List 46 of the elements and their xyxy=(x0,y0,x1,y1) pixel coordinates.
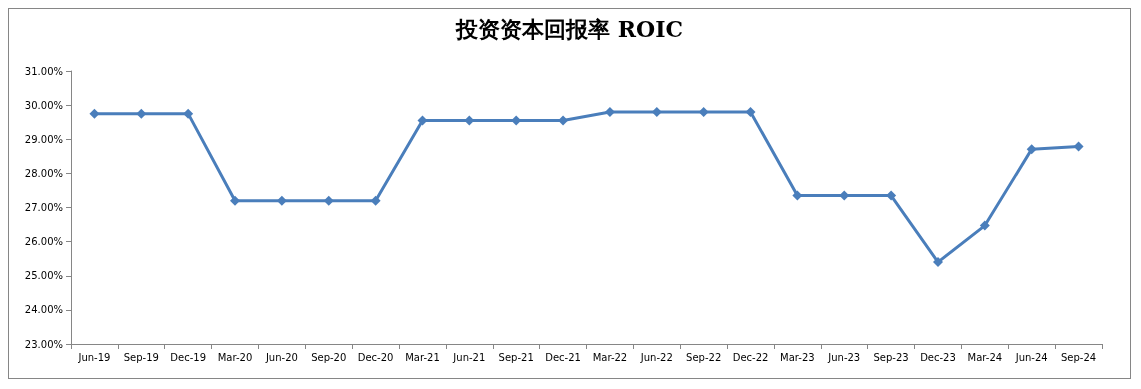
y-tick-label: 24.00% xyxy=(24,304,63,316)
point xyxy=(558,115,569,126)
point xyxy=(745,106,756,117)
x-tick-label: Sep-23 xyxy=(873,351,909,363)
point xyxy=(604,106,615,117)
point xyxy=(183,108,194,119)
y-tick-label: 23.00% xyxy=(24,338,63,350)
x-tick-label: Mar-22 xyxy=(592,351,628,363)
x-tick-label: Jun-23 xyxy=(827,351,861,363)
x-tick-label: Sep-19 xyxy=(123,351,159,363)
x-tick-label: Jun-22 xyxy=(639,351,673,363)
x-tick-label: Sep-22 xyxy=(686,351,722,363)
x-tick-label: Jun-21 xyxy=(452,351,486,363)
x-tick-label: Jun-20 xyxy=(264,351,298,363)
x-tick-label: Dec-22 xyxy=(732,351,769,363)
x-tick-label: Sep-21 xyxy=(498,351,534,363)
x-tick-label: Jun-19 xyxy=(77,351,111,363)
x-tick-label: Dec-21 xyxy=(545,351,581,363)
point xyxy=(886,190,897,201)
x-tick-label: Sep-20 xyxy=(311,351,347,363)
x-tick-label: Mar-21 xyxy=(405,351,440,363)
point xyxy=(136,108,147,119)
y-tick-label: 30.00% xyxy=(24,99,63,111)
x-tick-label: Dec-20 xyxy=(357,351,394,363)
x-tick-label: Mar-23 xyxy=(780,351,815,363)
point xyxy=(323,195,334,206)
y-tick-label: 26.00% xyxy=(24,236,63,248)
point xyxy=(979,220,990,231)
y-tick-label: 25.00% xyxy=(24,270,63,282)
x-tick-label: Mar-24 xyxy=(967,351,1003,363)
point xyxy=(932,257,943,268)
y-tick-label: 28.00% xyxy=(24,167,63,179)
point xyxy=(89,108,100,119)
y-tick-label: 31.00% xyxy=(24,65,63,77)
point xyxy=(1026,144,1037,155)
point xyxy=(698,106,709,117)
y-tick-label: 27.00% xyxy=(24,202,63,213)
x-tick-label: Jun-24 xyxy=(1014,351,1048,363)
y-tick-label: 29.00% xyxy=(24,133,63,145)
x-tick-label: Mar-20 xyxy=(217,351,253,363)
point xyxy=(1073,141,1084,152)
x-tick-label: Dec-23 xyxy=(920,351,956,363)
x-tick-label: Sep-24 xyxy=(1060,351,1097,363)
chart-title: 投资资本回报率 ROIC xyxy=(455,16,683,42)
point xyxy=(370,195,381,206)
x-tick-label: Dec-19 xyxy=(170,351,206,363)
